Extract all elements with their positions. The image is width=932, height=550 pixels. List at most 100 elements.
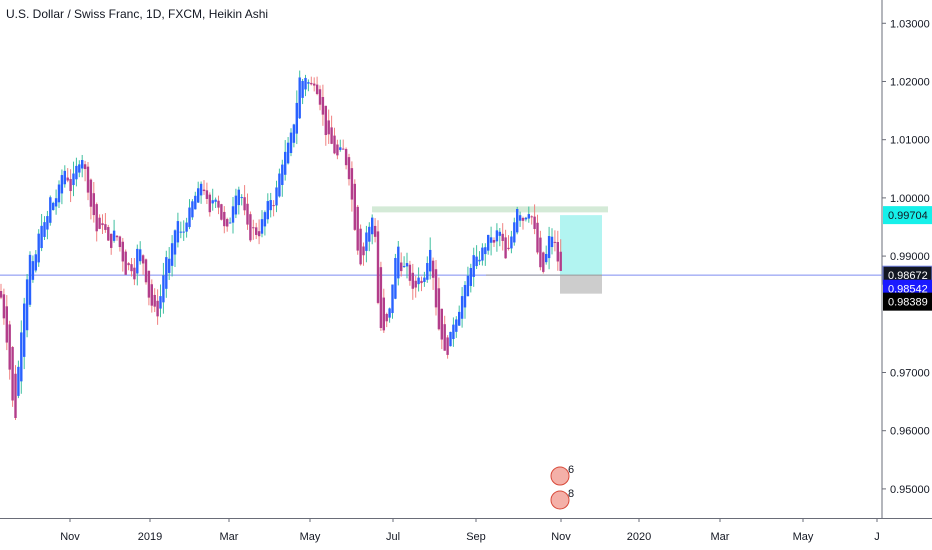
candle-body [255, 227, 258, 235]
candle-body [371, 217, 374, 235]
candle-body [153, 294, 156, 307]
candle-body [472, 255, 475, 277]
candle-body [547, 236, 551, 259]
candle-body [162, 275, 165, 303]
candle-body [336, 144, 339, 156]
candle-body [327, 120, 330, 135]
x-tick-label: 2019 [138, 531, 162, 543]
candle-body [405, 263, 409, 267]
candle-body [492, 240, 496, 243]
candle-body [249, 214, 252, 241]
x-tick-label: 2020 [627, 531, 651, 543]
candle-body [23, 303, 26, 357]
candle-body [559, 251, 562, 271]
candle-body [460, 296, 464, 319]
candle-body [0, 291, 3, 298]
candle-body [234, 195, 238, 215]
event-marker-number: 8 [568, 488, 574, 500]
candle-body [347, 157, 351, 180]
y-tick-label: 0.95000 [890, 484, 930, 496]
candle-body [54, 198, 58, 207]
candle-body [426, 263, 429, 280]
candle-body [292, 124, 296, 143]
price-badge-label: 0.99704 [888, 210, 928, 222]
x-tick-label: Mar [711, 531, 730, 543]
candle-body [52, 202, 55, 211]
candle-body [455, 319, 458, 332]
candle-body [170, 243, 174, 266]
candle-body [214, 199, 217, 202]
x-tick-label: Nov [60, 531, 80, 543]
candle-body [28, 254, 32, 305]
candle-body [124, 251, 127, 275]
candle-body [513, 222, 516, 243]
candle-body [223, 211, 226, 227]
candle-body [20, 332, 23, 382]
candle-body [408, 264, 412, 281]
candle-body [159, 296, 162, 309]
candle-body [376, 231, 380, 303]
candle-body [437, 288, 441, 330]
candle-body [14, 373, 17, 418]
candle-body [217, 200, 220, 208]
candle-body [536, 222, 539, 253]
candle-body [481, 247, 484, 261]
candle-body [489, 237, 493, 243]
candle-body [43, 222, 46, 237]
candle-body [141, 255, 145, 264]
candle-body [281, 164, 284, 185]
candle-body [362, 246, 365, 256]
candle-body [402, 266, 406, 268]
y-tick-label: 0.99000 [890, 251, 930, 263]
candle-body [240, 197, 243, 199]
candle-body [8, 324, 11, 370]
candle-body [379, 267, 383, 328]
x-tick-label: J [874, 531, 880, 543]
y-tick-label: 0.97000 [890, 367, 930, 379]
position-target-zone[interactable] [560, 215, 602, 276]
candle-body [530, 216, 533, 218]
candle-body [356, 206, 359, 251]
candle-body [202, 189, 206, 192]
candle-body [495, 230, 499, 242]
candle-body [63, 170, 66, 185]
candle-body [475, 256, 478, 267]
candle-body [11, 347, 14, 401]
candle-body [66, 177, 69, 181]
candle-body [260, 219, 264, 234]
candle-body [226, 219, 229, 227]
candle-body [321, 97, 325, 115]
candle-body [112, 230, 116, 241]
candle-body [101, 223, 104, 226]
candle-body [310, 82, 313, 85]
candle-body [165, 257, 168, 289]
y-tick-label: 1.03000 [890, 18, 930, 30]
candle-body [373, 225, 377, 237]
candle-body [211, 200, 214, 204]
candle-body [185, 222, 188, 232]
resistance-zone[interactable] [372, 206, 608, 213]
candle-body [423, 277, 426, 282]
candle-body [411, 272, 414, 289]
price-badge-black [883, 292, 932, 311]
candle-body [307, 82, 310, 84]
candle-body [25, 279, 29, 331]
candle-body [295, 102, 298, 134]
candle-body [57, 184, 61, 203]
event-flag-icon[interactable] [550, 466, 570, 486]
candle-body [400, 262, 403, 272]
candle-body [521, 217, 525, 221]
x-tick-label: May [300, 531, 321, 543]
position-stop-zone[interactable] [560, 275, 602, 294]
candle-body [269, 200, 272, 211]
candle-body [147, 270, 151, 298]
candle-body [324, 105, 327, 136]
candle-body [397, 246, 400, 279]
event-flag-icon[interactable] [550, 490, 570, 510]
candle-body [257, 231, 261, 237]
candle-body [110, 233, 113, 248]
candle-body [518, 215, 522, 221]
candle-body [188, 207, 191, 228]
